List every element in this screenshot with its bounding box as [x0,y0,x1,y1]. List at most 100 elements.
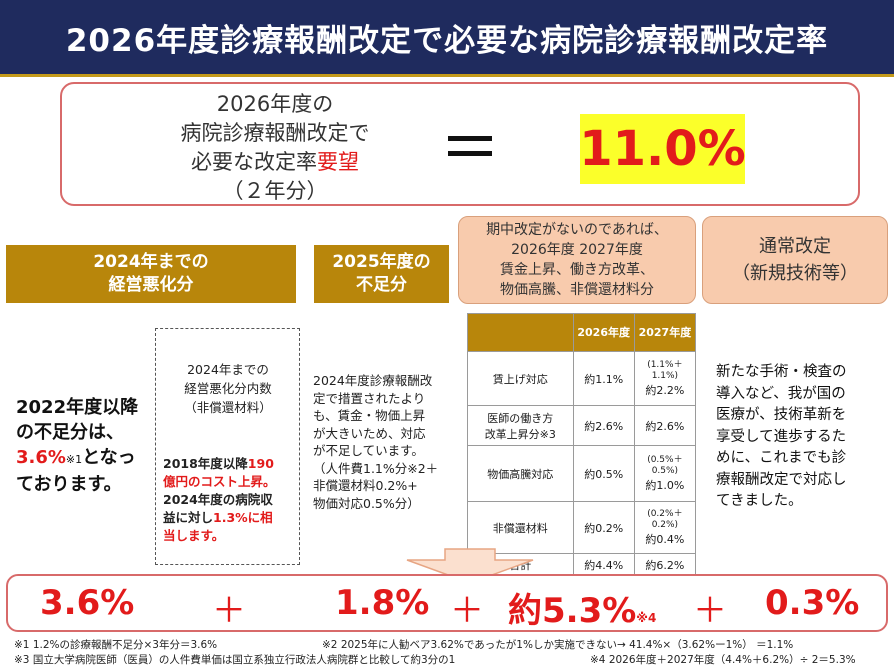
col2-line-3: も、賃金・物価上昇 [313,408,426,423]
table-cell-2027: (1.1%＋ 1.1%) 約2.2% [633,351,697,406]
table-cell-2027-value: 約2.2% [645,383,685,397]
col1b-cost: 190 [247,456,274,471]
sum-value-2: 1.8% [335,583,430,623]
sum-bar [6,574,888,632]
col2-line-2: 定で措置されたより [313,390,426,406]
category-3-line-2: 2026年度 2027年度 [511,242,643,258]
col4-line-6: 療報酬改定で対応し [716,471,847,488]
table-cell-2027-note: (0.5%＋ [647,454,683,465]
equation-line-4: （２年分） [222,179,328,203]
col2-line-5: が不足しています。 [313,443,424,458]
category-4-line-1: 通常改定 [759,236,831,257]
table-cell-2027-value: 約1.0% [645,478,685,492]
col1-line-3: 3.6%※1となっ [16,445,156,472]
plus-sign-3: ＋ [693,591,727,631]
col2-line-6: （人件費1.1%分※2＋ [313,460,439,476]
col2-line-4: が大きいため、対応 [313,425,426,441]
sum-value-1: 3.6% [40,583,135,623]
table-row-label-2: 改革上昇分※3 [484,427,556,441]
col2-text: 2024年度診療報酬改 定で措置されたより も、賃金・物価上昇 が大きいため、対… [313,372,463,512]
col1-value: 3.6% [16,447,66,468]
sum-value-3-main: 約5.3% [508,591,637,631]
category-1-line-2: 経営悪化分 [108,275,194,295]
equation-line-3a: 必要な改定率 [191,150,317,174]
table-cell-2026: 約1.1% [572,351,635,406]
col1-line-4: ております。 [16,474,122,495]
footnote-3: ※3 国立大学病院医師（医員）の人件費単価は国立系独立行政法人病院群と比較して約… [14,654,456,666]
table-header-row: 2026年度 2027年度 [467,313,697,352]
category-header-1: 2024年までの 経営悪化分 [6,245,296,303]
footnote-1: ※1 1.2%の診療報酬不足分×3年分＝3.6% [14,639,218,651]
col2-line-1: 2024年度診療報酬改 [313,373,433,388]
plus-sign-1: ＋ [212,591,246,631]
col4-line-1: 新たな手術・検査の [716,364,847,380]
page-title: 2026年度診療報酬改定で必要な病院診療報酬改定率 [0,0,894,74]
sum-value-3: 約5.3%※4 [508,583,656,632]
col1b-line-3: 2024年度の病院収 [163,492,273,507]
category-header-4: 通常改定 （新規技術等） [702,216,888,304]
table-header-2027: 2027年度 [633,313,697,352]
table-row: 賃上げ対応 約1.1% (1.1%＋ 1.1%) 約2.2% [467,351,697,406]
col1b-body: 2018年度以降190 億円のコスト上昇。 2024年度の病院収 益に対し1.3… [163,455,298,545]
col4-text: 新たな手術・検査の 導入など、我が国の 医療が、技術革新を 享受して進歩するた … [716,362,886,513]
table-total-2026: 約4.4% [572,553,635,576]
table-row: 医師の働き方 改革上昇分※3 約2.6% 約2.6% [467,405,697,446]
plus-sign-2: ＋ [450,591,484,631]
table-total-2027: 約6.2% [633,553,697,576]
col1b-line-1a: 2018年度以降 [163,456,248,471]
category-2-line-1: 2025年度の [332,252,431,272]
table-row-label: 非償還材料 [467,501,574,554]
col1b-line-1: 2018年度以降190 [163,455,298,473]
table-row-label: 賃上げ対応 [467,351,574,406]
table-row-label: 医師の働き方 改革上昇分※3 [467,405,574,446]
table-row: 物価高騰対応 約0.5% (0.5%＋ 0.5%) 約1.0% [467,445,697,502]
equation-label: 2026年度の 病院診療報酬改定で 必要な改定率要望 （２年分） [150,90,400,206]
category-1-line-1: 2024年までの [93,252,209,272]
col1b-line-2: 億円のコスト上昇。 [163,474,276,489]
col4-line-7: てきました。 [716,493,803,509]
down-arrow-icon [406,548,534,584]
table-cell-2026: 約2.6% [572,405,635,446]
table-cell-2027-note: (0.2%＋ [647,508,683,519]
table-cell-2027: (0.5%＋ 0.5%) 約1.0% [633,445,697,502]
table-row-label-1: 医師の働き方 [487,411,554,425]
table-cell-2027-note: (1.1%＋ [647,359,683,370]
col1b-line-5: 当します。 [163,528,225,543]
col1-text: 2022年度以降 の不足分は、 3.6%※1となっ ております。 [16,395,156,497]
col4-line-5: めに、これまでも診 [716,450,847,466]
col1b-ratio: 1.3%に相 [213,510,273,525]
footnote-2: ※2 2025年に人勧ベア3.62%であったが1%しか実施できない→ 41.4%… [322,639,794,651]
category-header-2: 2025年度の 不足分 [314,245,449,303]
table-cell-2027-note-2: 0.2%) [651,519,679,530]
table-cell-2027: (0.2%＋ 0.2%) 約0.4% [633,501,697,554]
footnote-4: ※4 2026年度＋2027年度（4.4%＋6.2%）÷ 2＝5.3% [590,654,856,666]
category-3-line-3: 賃金上昇、働き方改革、 [500,262,654,278]
equals-sign [440,124,500,168]
table-cell-2027: 約2.6% [633,405,697,446]
col1b-box [155,328,300,565]
result-value: 11.0% [579,114,746,184]
col1-ref: ※1 [65,453,83,466]
table-header-blank [467,313,574,352]
breakdown-table: 2026年度 2027年度 賃上げ対応 約1.1% (1.1%＋ 1.1%) 約2.… [467,313,697,576]
col2-line-7: 非償還材料0.2%+ [313,478,418,493]
col1-line-2: の不足分は、 [16,422,124,443]
category-4-line-2: （新規技術等） [732,263,858,284]
col1b-title-1: 2024年までの [187,362,269,377]
category-3-line-4: 物価高騰、非償還材料分 [500,282,654,298]
table-row-label: 物価高騰対応 [467,445,574,502]
equation-line-3: 必要な改定率要望 [150,148,400,177]
equation-request-word: 要望 [317,150,359,174]
category-3-line-1: 期中改定がないのであれば、 [486,222,668,238]
col1b-title-3: （非償還材料） [184,400,272,415]
table-row: 非償還材料 約0.2% (0.2%＋ 0.2%) 約0.4% [467,501,697,554]
category-header-3: 期中改定がないのであれば、 2026年度 2027年度 賃金上昇、働き方改革、 … [458,216,696,304]
table-cell-2027-note-2: 1.1%) [651,370,679,381]
header-rule [0,74,894,77]
col4-line-2: 導入など、我が国の [716,385,846,402]
table-header-2026: 2026年度 [572,313,635,352]
col1-line-3-rest: となっ [82,447,136,468]
equation-line-1: 2026年度の [216,92,334,116]
col1-line-1: 2022年度以降 [16,397,139,418]
category-2-line-2: 不足分 [355,275,407,295]
